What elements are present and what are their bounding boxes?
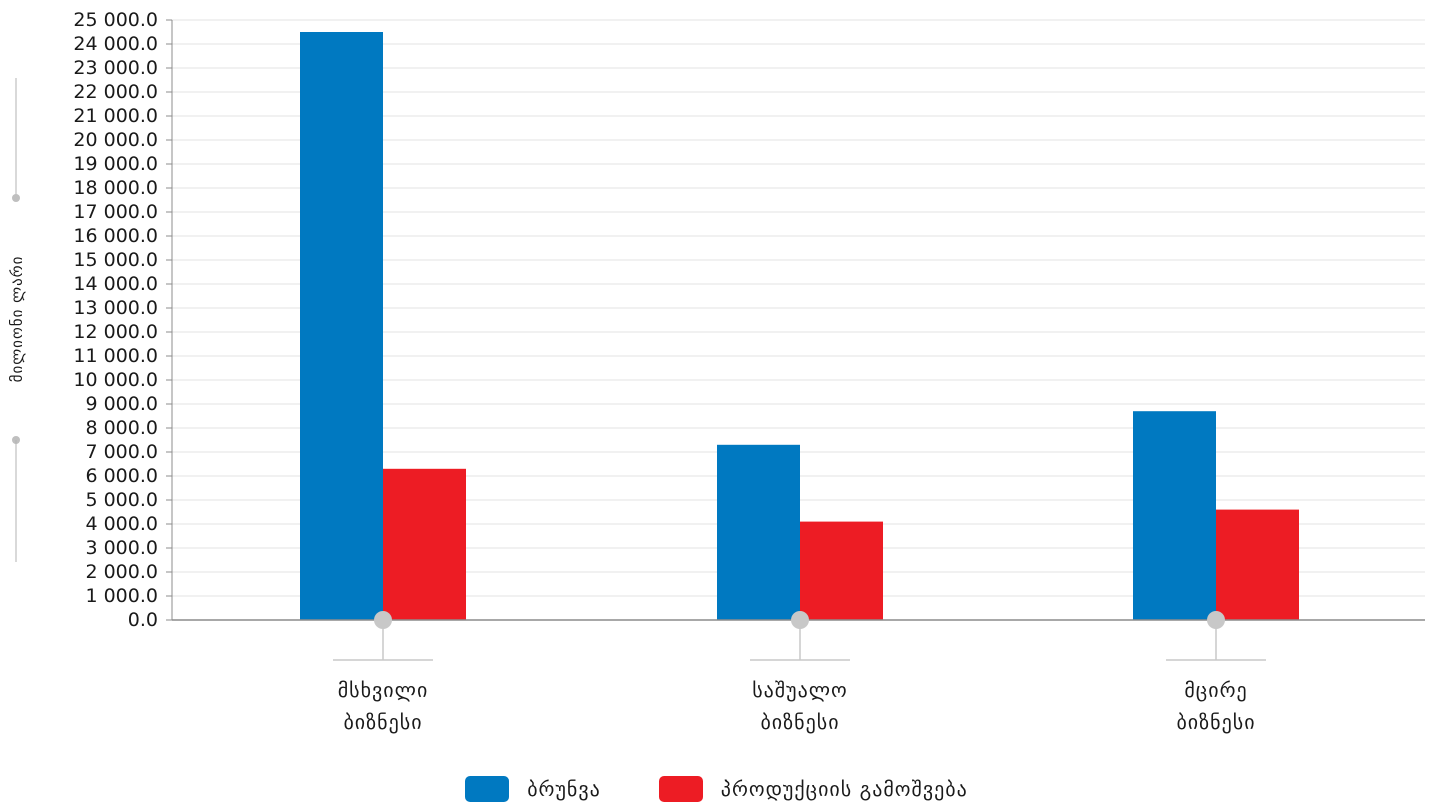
legend-swatch-turnover [465,776,510,802]
y-tick-label: 1 000.0 [85,585,158,607]
category-label-line2: ბიზნესი [760,710,839,734]
category-label-line1: მცირე [1184,678,1247,702]
y-tick-label: 18 000.0 [73,177,158,199]
y-tick-label: 5 000.0 [85,489,158,511]
category-label-line1: მსხვილი [338,678,429,702]
legend-swatch-output [658,776,703,802]
y-tick-label: 16 000.0 [73,225,158,247]
category-label-line2: ბიზნესი [343,710,422,734]
bar-turnover [717,444,800,620]
bar-output [800,521,883,620]
y-tick-label: 23 000.0 [73,57,158,79]
y-axis-label-group: მილიონი ლარი [8,78,26,562]
category-marker [791,611,809,629]
y-tick-label: 8 000.0 [85,417,158,439]
ylabel-dot-top [12,194,20,202]
y-tick-label: 2 000.0 [85,561,158,583]
legend: ბრუნვა პროდუქციის გამოშვება [0,776,1433,802]
bar-turnover [300,32,383,620]
legend-item-turnover: ბრუნვა [465,776,601,802]
y-tick-label: 21 000.0 [73,105,158,127]
category-marker [1207,611,1225,629]
category-marker [374,611,392,629]
y-tick-label: 20 000.0 [73,129,158,151]
y-tick-label: 11 000.0 [73,345,158,367]
y-tick-label: 7 000.0 [85,441,158,463]
category-label-line2: ბიზნესი [1176,710,1255,734]
y-tick-label: 9 000.0 [85,393,158,415]
bar-turnover [1133,411,1216,620]
bar-output [383,468,466,620]
legend-label-turnover: ბრუნვა [527,777,601,801]
y-tick-label: 10 000.0 [73,369,158,391]
y-tick-label: 6 000.0 [85,465,158,487]
y-tick-label: 17 000.0 [73,201,158,223]
y-tick-label: 22 000.0 [73,81,158,103]
x-axis: მსხვილი ბიზნესი საშუალო ბიზნესი მცირე ბიზნესი [172,611,1425,734]
y-tick-label: 25 000.0 [73,9,158,31]
legend-label-output: პროდუქციის გამოშვება [720,777,968,801]
y-tick-label: 4 000.0 [85,513,158,535]
y-tick-labels: 0.01 000.02 000.03 000.04 000.05 000.06 … [73,9,173,631]
bars [300,32,1299,620]
y-tick-label: 15 000.0 [73,249,158,271]
y-tick-label: 12 000.0 [73,321,158,343]
y-tick-label: 0.0 [128,609,158,631]
y-tick-label: 24 000.0 [73,33,158,55]
y-tick-label: 19 000.0 [73,153,158,175]
category-label-line1: საშუალო [752,678,848,702]
y-axis-label: მილიონი ლარი [8,256,26,383]
legend-item-output: პროდუქციის გამოშვება [658,776,968,802]
y-tick-label: 13 000.0 [73,297,158,319]
bar-output [1216,509,1299,620]
y-tick-label: 3 000.0 [85,537,158,559]
y-tick-label: 14 000.0 [73,273,158,295]
